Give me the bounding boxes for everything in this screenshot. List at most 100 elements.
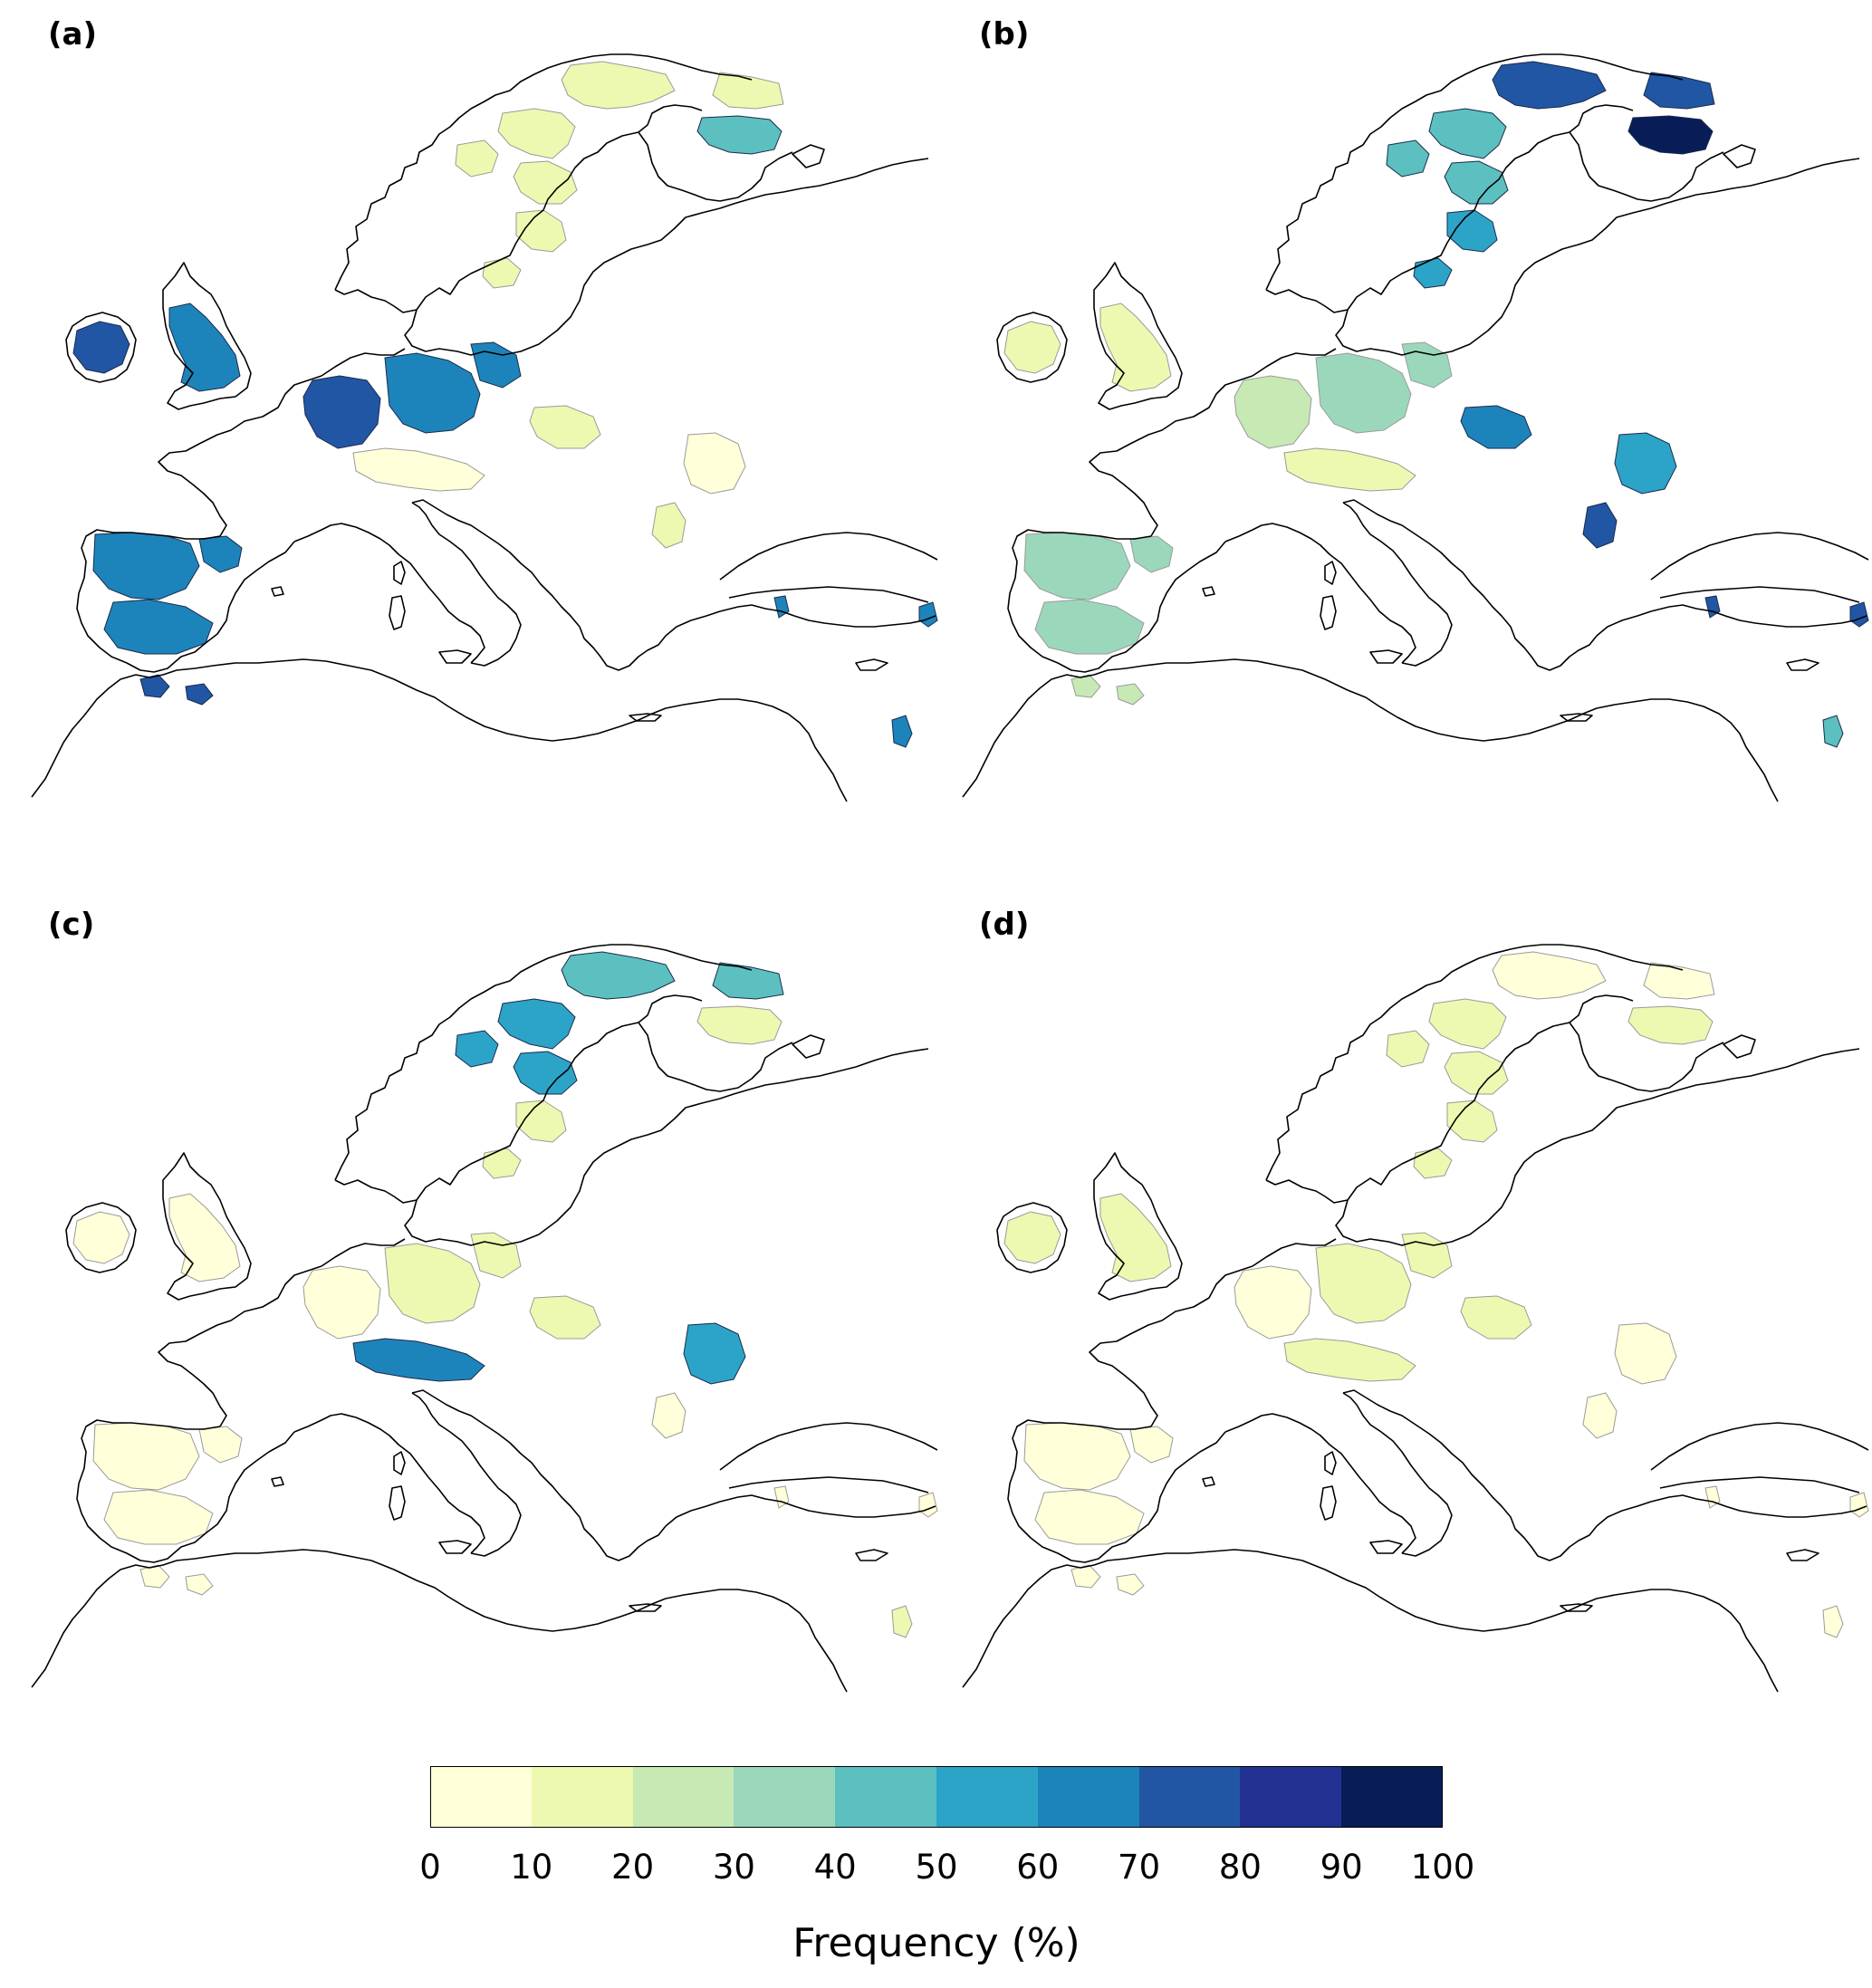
coastline xyxy=(389,595,406,630)
catchment-morocco xyxy=(1070,1564,1101,1589)
catchment-danube xyxy=(651,1392,686,1439)
coastline xyxy=(1335,207,1652,356)
coastline xyxy=(404,1098,721,1246)
panel-label-a: (a) xyxy=(48,16,98,53)
catchment-scand_c xyxy=(1444,160,1509,205)
coastline xyxy=(1335,1098,1652,1246)
catchment-poland xyxy=(529,1295,601,1340)
coastline xyxy=(638,131,793,202)
catchment-alps xyxy=(352,1338,485,1382)
panel-label-b: (b) xyxy=(979,16,1030,53)
coastline xyxy=(996,312,1068,383)
coastline xyxy=(1324,561,1337,585)
catchment-iberia xyxy=(1034,1489,1145,1545)
colorbar-bin-6 xyxy=(1037,1766,1140,1828)
coastline xyxy=(1723,144,1756,168)
coastline xyxy=(1089,375,1253,537)
map-panel-d: (d) xyxy=(945,907,1872,1710)
map-panel-c: (c) xyxy=(14,907,942,1710)
colorbar-frame xyxy=(430,1766,1443,1828)
coastline xyxy=(334,994,703,1204)
catchment-morocco xyxy=(1070,674,1101,698)
catchment-germany xyxy=(384,352,481,434)
coastline xyxy=(1786,658,1819,671)
catchment-scand_c xyxy=(1428,998,1507,1050)
coastline xyxy=(321,1238,406,1267)
coastline xyxy=(1723,1034,1756,1059)
catchment-germany xyxy=(384,1243,481,1324)
coastline xyxy=(1007,1419,1226,1563)
coastline xyxy=(1569,131,1724,202)
coastline xyxy=(996,1202,1068,1273)
catchment-turkey xyxy=(773,595,790,619)
catchment-iberia xyxy=(1129,1426,1174,1464)
catchment-britain xyxy=(168,303,241,392)
coastline xyxy=(162,262,252,410)
catchment-turkey xyxy=(773,1485,790,1509)
coastline xyxy=(438,1540,472,1554)
catchment-carpathian xyxy=(1614,1322,1677,1385)
catchment-scand_fin xyxy=(1627,1005,1714,1045)
catchment-alps xyxy=(1283,1338,1416,1382)
catchment-turkey xyxy=(1704,595,1721,619)
coastline xyxy=(1369,649,1403,664)
catchments-layer xyxy=(1003,61,1869,748)
colorbar-bin-5 xyxy=(936,1766,1039,1828)
coastline xyxy=(393,561,406,585)
coastline xyxy=(665,1494,936,1527)
coastline xyxy=(1265,994,1634,1204)
colorbar-title: Frequency (%) xyxy=(792,1920,1080,1966)
catchment-scand_n xyxy=(561,951,676,1000)
colorbar-tick-label: 20 xyxy=(611,1848,655,1887)
coastline xyxy=(1320,595,1337,630)
coastline xyxy=(1650,532,1869,581)
catchment-scand_c xyxy=(1386,1030,1430,1068)
catchment-ireland xyxy=(1003,321,1061,374)
coastline xyxy=(1202,586,1215,597)
colorbar-bin-3 xyxy=(734,1766,836,1828)
catchment-iberia xyxy=(103,599,214,655)
colorbar-bin-4 xyxy=(835,1766,937,1828)
coastline xyxy=(1265,104,1634,313)
coastline xyxy=(1093,262,1183,410)
catchment-iberia xyxy=(1023,1422,1131,1491)
map-a xyxy=(31,53,938,802)
colorbar-bin-1 xyxy=(531,1766,634,1828)
catchment-sweden_s xyxy=(482,1148,522,1179)
coastline xyxy=(65,312,137,383)
coastline xyxy=(411,1392,522,1557)
coastline xyxy=(334,944,753,1181)
catchment-alps xyxy=(1283,447,1416,492)
catchment-levant xyxy=(891,1605,913,1638)
coastline xyxy=(1560,1603,1593,1612)
catchment-ireland xyxy=(1003,1211,1061,1264)
catchment-iberia xyxy=(198,1426,243,1464)
catchment-poland xyxy=(529,405,601,449)
catchment-britain xyxy=(168,1193,241,1282)
coastline xyxy=(1650,158,1860,209)
catchment-france_n xyxy=(302,1265,381,1340)
catchment-germany xyxy=(470,341,522,389)
colorbar-bin-0 xyxy=(430,1766,533,1828)
coastline-layer xyxy=(962,53,1869,802)
catchment-iberia xyxy=(1129,535,1174,573)
catchment-turkey xyxy=(1704,1485,1721,1509)
catchment-scand_n xyxy=(561,61,676,110)
catchment-iberia xyxy=(1023,532,1131,600)
coastline xyxy=(1252,1238,1337,1267)
coastline xyxy=(629,1603,662,1612)
coastline xyxy=(411,499,667,671)
catchment-germany xyxy=(1315,1243,1412,1324)
coastline xyxy=(1089,1265,1253,1427)
coastline xyxy=(728,1476,929,1493)
coastline xyxy=(1659,586,1860,603)
coastline xyxy=(162,1152,252,1301)
catchment-danube xyxy=(1582,502,1618,549)
coastline xyxy=(31,658,848,802)
catchment-iberia xyxy=(1034,599,1145,655)
catchment-morocco xyxy=(185,683,214,706)
coastline xyxy=(1596,604,1867,637)
panel-label-c: (c) xyxy=(48,907,95,943)
coastline xyxy=(719,1048,929,1100)
catchment-scand_n xyxy=(712,72,784,110)
